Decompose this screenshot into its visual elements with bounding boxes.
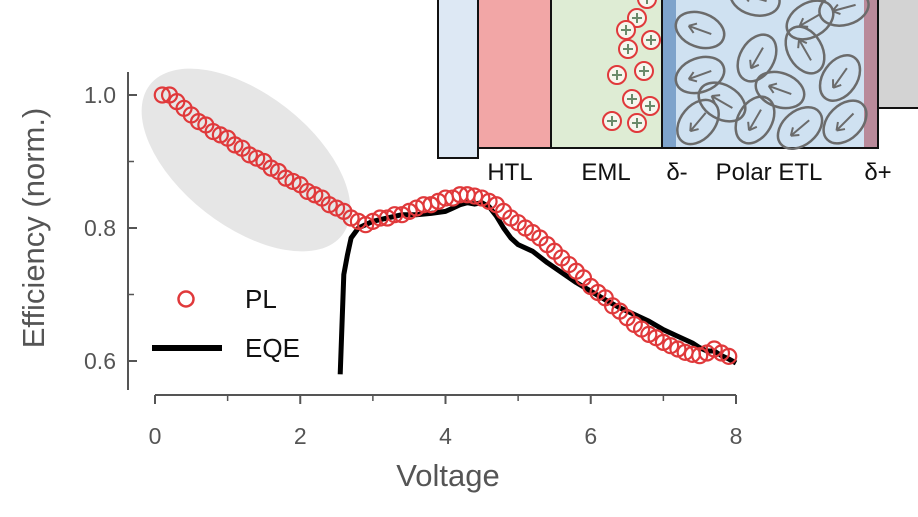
positive-charge-icon: [641, 30, 661, 50]
y-axis: 0.6 0.8 1.0: [84, 72, 137, 390]
dipole-icon: [674, 10, 726, 50]
x-tick: 6: [584, 395, 597, 449]
pl-data-point: [153, 86, 171, 104]
inset-stack-outline: [661, 0, 879, 149]
positive-charge-icon: [634, 61, 654, 81]
y-tick: 1.0: [84, 82, 137, 108]
inset-label-eml: EML: [581, 159, 630, 186]
inset-substrate-layer: [437, 0, 479, 159]
positive-charge-icon: [618, 39, 638, 59]
x-tick: 0: [149, 395, 162, 449]
dipole-icon: [674, 55, 726, 95]
x-tick-label: 0: [149, 423, 162, 449]
y-tick: 0.8: [84, 215, 137, 241]
y-tick: 0.6: [84, 348, 137, 374]
x-tick-label: 8: [730, 423, 743, 449]
x-tick: 4: [439, 395, 452, 449]
dipole-icon: [818, 54, 862, 102]
inset-delta-plus-layer: [864, 0, 878, 148]
inset-label-delta-minus: δ-: [666, 159, 687, 186]
x-tick-label: 2: [294, 423, 307, 449]
pl-data-point: [691, 347, 709, 365]
dipole-icon: [729, 0, 781, 17]
highlight-ellipse: [141, 68, 351, 252]
inset-label-htl: HTL: [487, 159, 532, 186]
positive-charge-icon: [627, 113, 647, 133]
plot-area: [153, 86, 738, 375]
pl-data-point: [465, 187, 484, 205]
y-tick-label: 0.8: [84, 215, 116, 241]
x-tick: 8: [730, 395, 743, 449]
positive-charge-icon: [622, 89, 642, 109]
inset-positive-charges: [602, 0, 661, 133]
inset-htl-layer: [477, 0, 552, 149]
positive-charge-icon: [616, 20, 636, 40]
x-tick-label: 4: [439, 423, 452, 449]
x-tick: 2: [294, 395, 307, 449]
pl-data-point: [720, 347, 738, 365]
legend-pl-label: PL: [245, 284, 277, 314]
inset-delta-minus-layer: [662, 0, 676, 148]
positive-charge-icon: [602, 111, 622, 131]
device-inset: HTL EML δ- Polar ETL δ+: [437, 0, 918, 186]
dipole-icon: [697, 81, 747, 123]
y-axis-title: Efficiency (norm.): [16, 108, 51, 349]
legend-pl-marker: [177, 290, 195, 308]
positive-charge-icon: [640, 96, 660, 116]
dipole-icon: [676, 98, 720, 146]
inset-label-polar-etl: Polar ETL: [716, 159, 823, 186]
inset-electrode-layer: [877, 0, 918, 109]
dipole-icon: [818, 0, 870, 27]
inset-label-delta-plus: δ+: [864, 159, 891, 186]
positive-charge-icon: [607, 65, 627, 85]
y-tick-label: 1.0: [84, 82, 116, 108]
x-tick-label: 6: [584, 423, 597, 449]
dipole-icon: [736, 33, 778, 83]
dipole-icon: [776, 106, 824, 150]
legend: PL EQE: [152, 284, 300, 363]
x-axis: 0 2 4 6 8: [149, 394, 743, 449]
dipole-icon: [734, 95, 776, 145]
legend-eqe-label: EQE: [245, 333, 300, 363]
x-axis-title: Voltage: [396, 458, 499, 493]
positive-charge-icon: [637, 0, 657, 9]
y-tick-label: 0.6: [84, 348, 116, 374]
